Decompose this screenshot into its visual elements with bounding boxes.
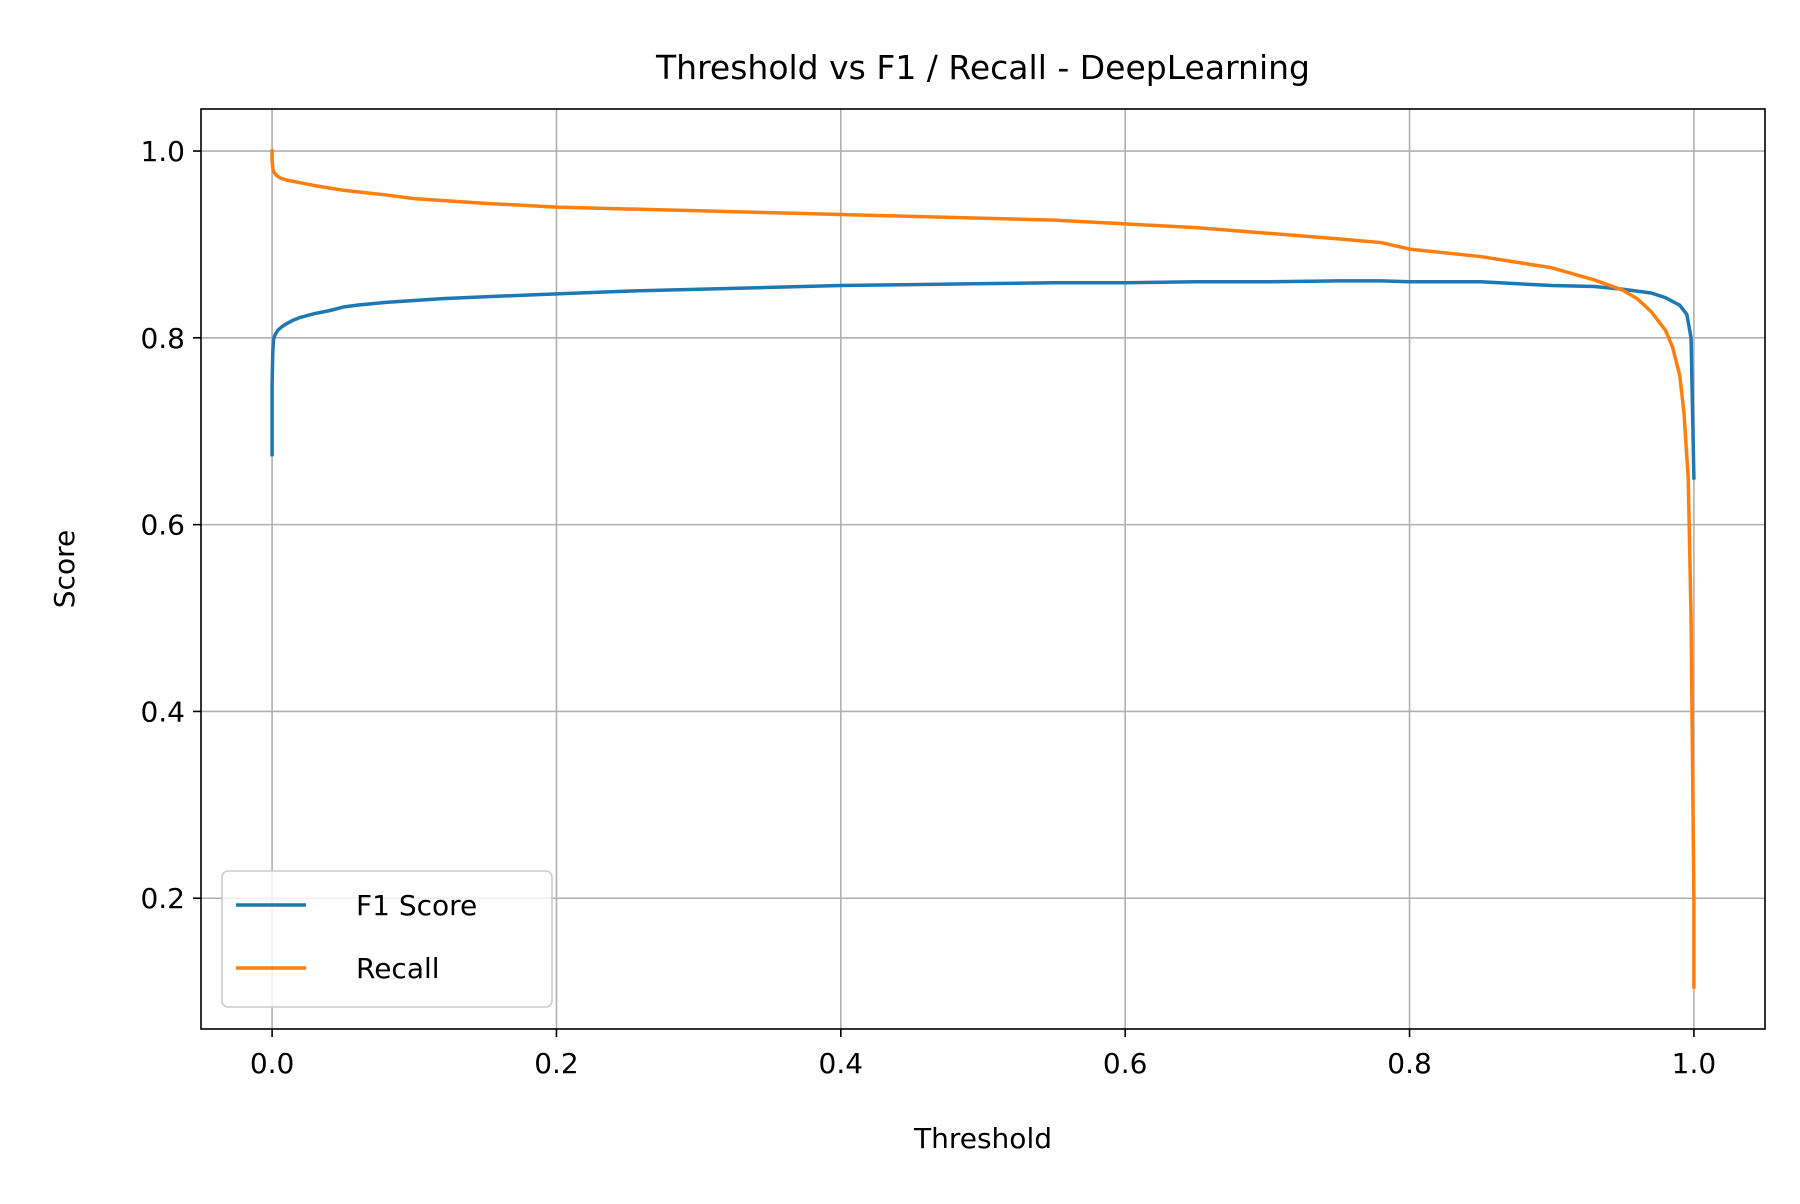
legend-label-recall: Recall xyxy=(356,952,440,985)
y-tick-label: 0.2 xyxy=(140,882,185,915)
axis-ticks: 0.0 0.2 0.4 0.6 0.8 1.0 0.2 0.4 0.6 0.8 1.0 xyxy=(140,135,1716,1080)
x-tick-label: 0.8 xyxy=(1387,1047,1432,1080)
x-axis-label: Threshold xyxy=(913,1122,1052,1155)
legend: F1 Score Recall xyxy=(221,870,553,1008)
legend-label-f1-score: F1 Score xyxy=(356,889,477,922)
y-tick-label: 1.0 xyxy=(140,135,185,168)
x-tick-label: 0.4 xyxy=(819,1047,864,1080)
y-tick-label: 0.6 xyxy=(140,509,185,542)
x-tick-label: 0.0 xyxy=(250,1047,295,1080)
y-tick-label: 0.4 xyxy=(140,695,185,728)
chart-title: Threshold vs F1 / Recall - DeepLearning xyxy=(655,48,1310,87)
y-axis-label: Score xyxy=(48,530,81,608)
series-line-f1-score xyxy=(270,279,1696,480)
x-tick-label: 0.6 xyxy=(1103,1047,1148,1080)
x-tick-label: 1.0 xyxy=(1672,1047,1717,1080)
x-tick-label: 0.2 xyxy=(534,1047,579,1080)
axes-frame xyxy=(200,108,1766,1030)
y-tick-label: 0.8 xyxy=(140,322,185,355)
series-line-recall xyxy=(270,149,1696,989)
series-lines xyxy=(270,149,1696,989)
